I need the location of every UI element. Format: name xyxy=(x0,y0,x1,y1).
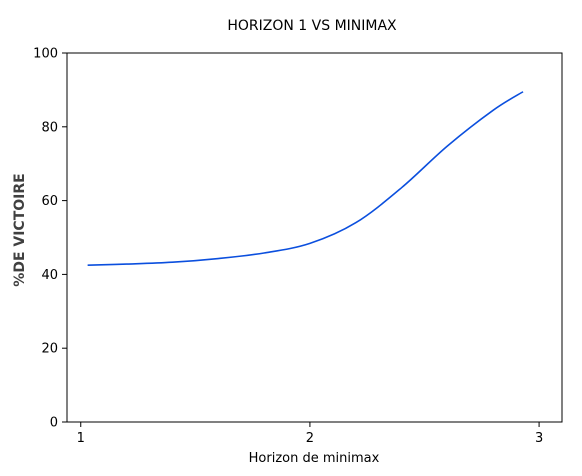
series-line xyxy=(87,91,524,266)
y-axis: 0 20 40 60 80 100 xyxy=(33,47,67,431)
y-tick-label: 100 xyxy=(33,47,58,62)
x-tick-label: 1 xyxy=(77,431,85,446)
chart-title: HORIZON 1 VS MINIMAX xyxy=(227,18,397,34)
x-tick-label: 3 xyxy=(535,431,543,446)
plot-frame xyxy=(66,52,563,423)
y-tick-label: 40 xyxy=(41,268,58,283)
y-tick-label: 0 xyxy=(50,416,58,431)
x-tick-label: 2 xyxy=(306,431,314,446)
series-layer xyxy=(87,91,524,266)
x-axis-label: Horizon de minimax xyxy=(249,451,380,466)
y-tick-label: 60 xyxy=(41,194,58,209)
y-tick-label: 80 xyxy=(41,120,58,135)
x-axis: 1 2 3 xyxy=(77,422,543,446)
y-tick-label: 20 xyxy=(41,342,58,357)
y-axis-label: %DE VICTOIRE xyxy=(12,173,28,286)
